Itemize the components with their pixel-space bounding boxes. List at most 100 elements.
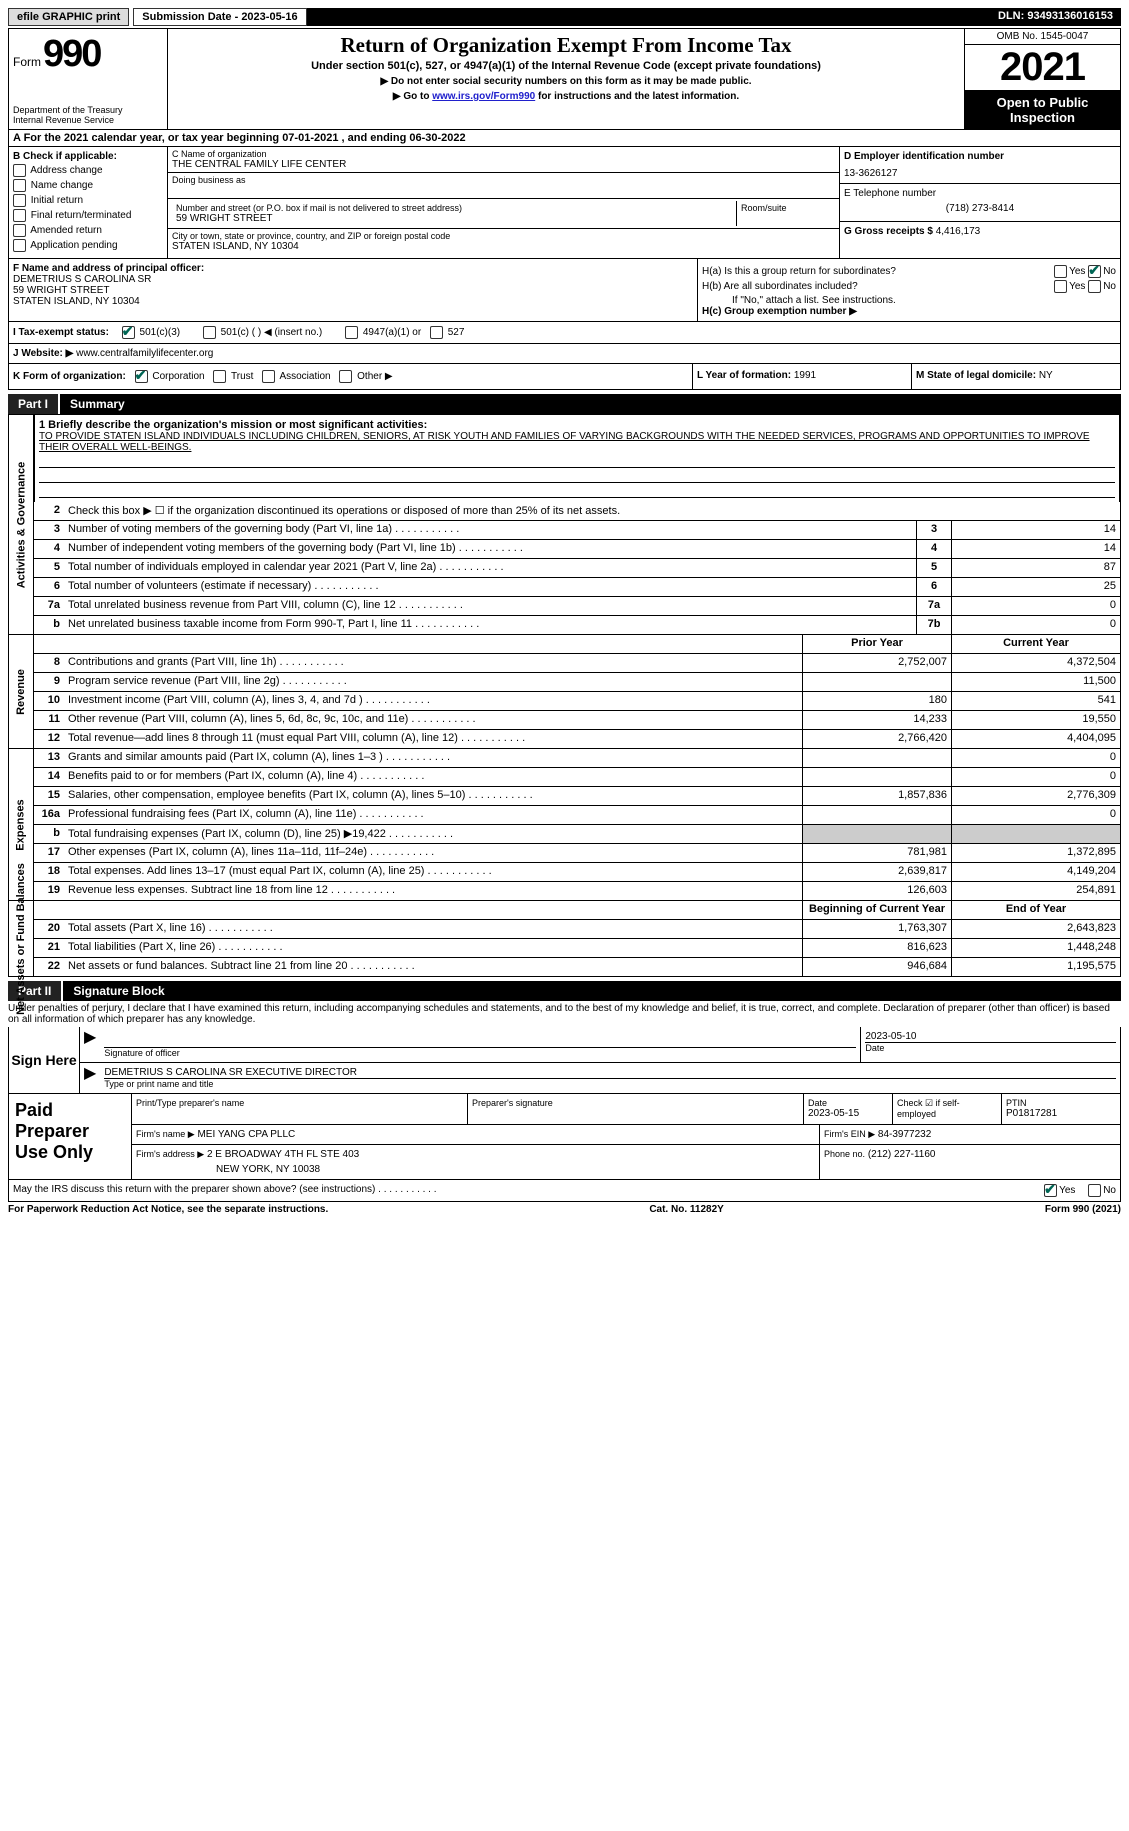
gov-row: 5Total number of individuals employed in…	[34, 559, 1120, 578]
data-row: 20Total assets (Part X, line 16)1,763,30…	[34, 920, 1120, 939]
mission-question: 1 Briefly describe the organization's mi…	[39, 419, 1115, 431]
topbar: efile GRAPHIC print Submission Date - 20…	[8, 8, 1121, 26]
chk-final-return[interactable]	[13, 209, 26, 222]
officer-addr2: STATEN ISLAND, NY 10304	[13, 296, 693, 307]
chk-association[interactable]	[262, 370, 275, 383]
opt-other: Other ▶	[357, 371, 392, 382]
officer-name: DEMETRIUS S CAROLINA SR	[13, 274, 693, 285]
vtab-na-label: Net Assets or Fund Balances	[15, 863, 27, 1015]
chk-other[interactable]	[339, 370, 352, 383]
lbl-address-change: Address change	[30, 165, 102, 176]
instr-post: for instructions and the latest informat…	[535, 91, 739, 102]
vtab-revenue: Revenue	[9, 635, 34, 748]
instr-ssn: ▶ Do not enter social security numbers o…	[176, 76, 956, 87]
chk-hb-yes[interactable]	[1054, 280, 1067, 293]
form-990-number: 990	[43, 33, 100, 76]
prep-date: 2023-05-15	[808, 1108, 888, 1119]
gov-row: 6Total number of volunteers (estimate if…	[34, 578, 1120, 597]
summary-revenue: Revenue Prior Year Current Year 8Contrib…	[8, 635, 1121, 749]
chk-name-change[interactable]	[13, 179, 26, 192]
discuss-yes: Yes	[1059, 1185, 1075, 1196]
prior-year-header: Prior Year	[802, 635, 951, 653]
gross-label: G Gross receipts $	[844, 226, 933, 237]
ptin-label: PTIN	[1006, 1098, 1116, 1108]
firm-phone: (212) 227-1160	[868, 1149, 936, 1160]
street-address: 59 WRIGHT STREET	[176, 213, 732, 224]
chk-initial-return[interactable]	[13, 194, 26, 207]
chk-ha-no[interactable]	[1088, 265, 1101, 278]
sign-here-label: Sign Here	[9, 1027, 80, 1093]
chk-4947[interactable]	[345, 326, 358, 339]
gov-row: 7aTotal unrelated business revenue from …	[34, 597, 1120, 616]
data-row: 15Salaries, other compensation, employee…	[34, 787, 1120, 806]
gov-row: 3Number of voting members of the governi…	[34, 521, 1120, 540]
hb-no: No	[1103, 281, 1116, 292]
i-label: I Tax-exempt status:	[13, 327, 109, 338]
col-b-checkboxes: B Check if applicable: Address change Na…	[9, 147, 168, 258]
data-row: 10Investment income (Part VIII, column (…	[34, 692, 1120, 711]
row-klm: K Form of organization: Corporation Trus…	[8, 364, 1121, 390]
form-word: Form	[13, 55, 41, 69]
data-row: 8Contributions and grants (Part VIII, li…	[34, 654, 1120, 673]
irs-label: Internal Revenue Service	[13, 115, 163, 125]
hc-label: H(c) Group exemption number ▶	[702, 306, 1116, 317]
chk-discuss-no[interactable]	[1088, 1184, 1101, 1197]
part2-header: Part II Signature Block	[8, 981, 1121, 1001]
prep-date-label: Date	[808, 1098, 888, 1108]
officer-printed-name: DEMETRIUS S CAROLINA SR EXECUTIVE DIRECT…	[104, 1067, 1116, 1078]
chk-ha-yes[interactable]	[1054, 265, 1067, 278]
chk-discuss-yes[interactable]	[1044, 1184, 1057, 1197]
officer-addr1: 59 WRIGHT STREET	[13, 285, 693, 296]
paid-prep-title: Paid Preparer Use Only	[9, 1094, 132, 1179]
data-row: 18Total expenses. Add lines 13–17 (must …	[34, 863, 1120, 882]
chk-amended-return[interactable]	[13, 224, 26, 237]
data-row: 12Total revenue—add lines 8 through 11 (…	[34, 730, 1120, 748]
open-to-public-badge: Open to Public Inspection	[965, 91, 1120, 129]
chk-501c[interactable]	[203, 326, 216, 339]
phone-value: (718) 273-8414	[844, 203, 1116, 214]
website-value: www.centralfamilylifecenter.org	[76, 348, 213, 359]
instr-pre: ▶ Go to	[393, 91, 432, 102]
discuss-question: May the IRS discuss this return with the…	[13, 1184, 375, 1195]
efile-print-button[interactable]: efile GRAPHIC print	[8, 8, 129, 26]
topbar-spacer	[307, 8, 990, 26]
submission-date-label: Submission Date - 2023-05-16	[133, 8, 306, 26]
chk-trust[interactable]	[213, 370, 226, 383]
chk-527[interactable]	[430, 326, 443, 339]
row-i-tax-status: I Tax-exempt status: 501(c)(3) 501(c) ( …	[8, 322, 1121, 344]
sign-here-block: Sign Here ▶ Signature of officer 2023-05…	[8, 1027, 1121, 1094]
page-footer: For Paperwork Reduction Act Notice, see …	[8, 1204, 1121, 1215]
vtab-exp-label: Expenses	[15, 799, 27, 850]
summary-governance: Activities & Governance 1 Briefly descri…	[8, 414, 1121, 635]
na-header-row: Beginning of Current Year End of Year	[34, 901, 1120, 920]
end-year-header: End of Year	[951, 901, 1120, 919]
footer-right: Form 990 (2021)	[1045, 1204, 1121, 1215]
data-row: 11Other revenue (Part VIII, column (A), …	[34, 711, 1120, 730]
col-b-title: B Check if applicable:	[13, 151, 163, 162]
chk-corporation[interactable]	[135, 370, 148, 383]
summary-netassets: Net Assets or Fund Balances Beginning of…	[8, 901, 1121, 977]
dln-label: DLN: 93493136016153	[990, 8, 1121, 26]
prep-name-label: Print/Type preparer's name	[136, 1098, 463, 1108]
chk-hb-no[interactable]	[1088, 280, 1101, 293]
chk-501c3[interactable]	[122, 326, 135, 339]
opt-501c: 501(c) ( ) ◀ (insert no.)	[221, 327, 323, 338]
footer-mid: Cat. No. 11282Y	[649, 1204, 723, 1215]
city-state-zip: STATEN ISLAND, NY 10304	[172, 241, 835, 252]
lbl-final-return: Final return/terminated	[31, 210, 132, 221]
ein-label: D Employer identification number	[844, 151, 1116, 162]
opt-association: Association	[279, 371, 330, 382]
irs-link[interactable]: www.irs.gov/Form990	[432, 91, 535, 102]
chk-application-pending[interactable]	[13, 239, 26, 252]
omb-number: OMB No. 1545-0047	[965, 29, 1120, 45]
printed-name-label: Type or print name and title	[104, 1078, 1116, 1089]
vtab-gov-label: Activities & Governance	[15, 461, 27, 588]
data-row: 22Net assets or fund balances. Subtract …	[34, 958, 1120, 976]
sig-date-label: Date	[865, 1042, 1116, 1053]
chk-address-change[interactable]	[13, 164, 26, 177]
hb-label: H(b) Are all subordinates included?	[702, 281, 858, 292]
firm-name: MEI YANG CPA PLLC	[197, 1129, 295, 1140]
data-row: 13Grants and similar amounts paid (Part …	[34, 749, 1120, 768]
opt-corporation: Corporation	[152, 371, 204, 382]
firm-name-label: Firm's name ▶	[136, 1129, 195, 1139]
